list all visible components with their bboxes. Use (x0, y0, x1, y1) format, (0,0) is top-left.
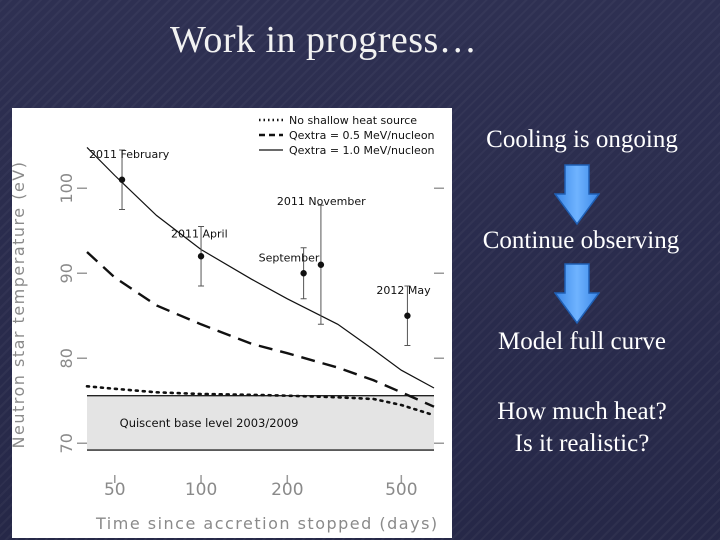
y-tick-label: 70 (57, 433, 76, 453)
data-point-label: 2011 April (171, 227, 228, 240)
x-tick-label: 50 (104, 480, 126, 500)
data-point-label: September (259, 251, 320, 264)
series-line (86, 146, 435, 389)
legend-label: Qextra = 0.5 MeV/nucleon (289, 129, 435, 142)
x-tick-label: 500 (385, 480, 417, 500)
series-line (86, 251, 435, 408)
down-arrow-icon (554, 263, 600, 325)
step-model-full-curve: Model full curve (497, 328, 666, 355)
data-point (197, 253, 205, 260)
cooling-curve-chart: Quiscent base level 2003/2009 70 80 90 100 50… (12, 114, 444, 533)
y-axis-title: Neutron star temperature (eV) (12, 161, 28, 449)
x-tick-label: 200 (271, 480, 303, 500)
base-level-band (87, 395, 434, 451)
x-tick-label: 100 (185, 480, 217, 500)
y-tick-label: 80 (57, 348, 76, 368)
data-point (300, 270, 307, 277)
y-tick-label: 100 (57, 173, 76, 204)
data-point (118, 176, 126, 183)
base-level-label: Quiscent base level 2003/2009 (120, 416, 299, 430)
data-point-label: 2012 May (376, 284, 431, 297)
data-point (317, 261, 325, 268)
down-arrow-icon (554, 164, 600, 226)
step-heat-question: How much heat? Is it realistic? (497, 398, 667, 457)
cooling-curve-figure: Quiscent base level 2003/2009 70 80 90 100 50… (12, 108, 452, 538)
legend-label: No shallow heat source (289, 114, 417, 127)
series-line (85, 384, 436, 417)
data-point-label: 2011 February (89, 148, 170, 161)
step-cooling-ongoing: Cooling is ongoing (486, 126, 678, 153)
legend-label: Qextra = 1.0 MeV/nucleon (289, 144, 435, 157)
y-tick-label: 90 (57, 263, 76, 283)
x-axis-title: Time since accretion stopped (days) (95, 514, 439, 533)
step-continue-observing: Continue observing (482, 227, 680, 254)
slide-title: Work in progress… (170, 19, 478, 61)
data-point (404, 312, 411, 319)
data-point-label: 2011 November (277, 195, 366, 208)
